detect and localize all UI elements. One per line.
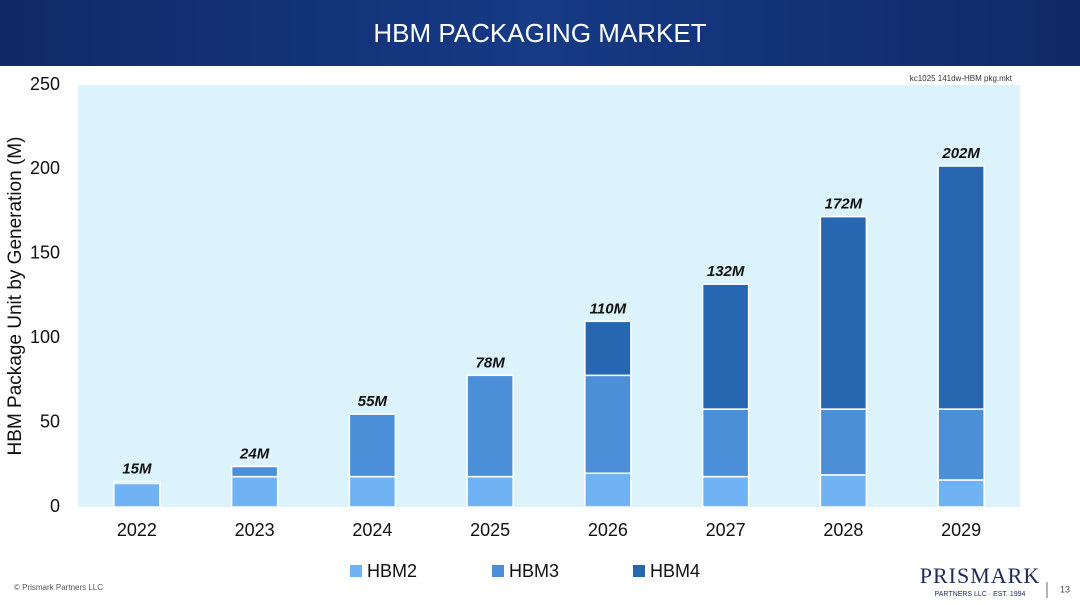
x-tick-label: 2022 — [117, 520, 157, 540]
x-tick-label: 2028 — [823, 520, 863, 540]
total-label: 132M — [707, 263, 745, 280]
y-tick-label: 50 — [40, 411, 60, 431]
bar-segment — [701, 283, 750, 410]
bar-segment — [348, 475, 397, 508]
total-label: 202M — [941, 145, 980, 162]
bar-segment — [819, 215, 868, 410]
y-tick-label: 0 — [50, 496, 60, 516]
bar-segment — [230, 465, 279, 478]
copyright: © Prismark Partners LLC — [14, 583, 103, 592]
chart: 0 50 100 150 200 250 2022 15M 2023 24M 2024 55M 2025… — [30, 74, 985, 581]
x-tick-label: 2029 — [941, 520, 981, 540]
x-tick-label: 2025 — [470, 520, 510, 540]
legend-swatch — [492, 565, 504, 577]
legend-swatch — [350, 565, 362, 577]
bar-segment — [584, 320, 632, 377]
bar-segment — [466, 374, 514, 478]
bar-segment — [113, 480, 161, 485]
total-label: 172M — [825, 196, 863, 213]
total-label: 110M — [590, 300, 627, 317]
slide-title: HBM PACKAGING MARKET — [373, 18, 706, 48]
x-tick-label: 2024 — [352, 520, 392, 540]
logo: PRISMARK — [920, 563, 1040, 588]
legend-label: HBM4 — [650, 561, 700, 581]
bar-segment — [701, 475, 750, 508]
logo-sub: PARTNERS LLC · EST. 1994 — [935, 591, 1026, 598]
bar-segment — [466, 475, 514, 508]
y-axis-title: HBM Package Unit by Generation (M) — [5, 137, 26, 456]
x-tick-label: 2026 — [588, 520, 628, 540]
total-label: 15M — [122, 461, 152, 478]
bar-segment — [584, 472, 632, 508]
plot-area — [78, 85, 1020, 507]
total-label: 78M — [476, 354, 506, 371]
bar-segment — [113, 482, 161, 508]
page-number: 13 — [1060, 584, 1070, 594]
source-note: kc1025 141dw-HBM pkg.mkt — [910, 74, 1013, 83]
header-band — [0, 0, 1080, 66]
y-tick-label: 100 — [30, 327, 60, 347]
total-label: 24M — [239, 445, 270, 462]
bar-segment — [819, 474, 868, 508]
bar-segment — [701, 408, 750, 478]
x-tick-label: 2023 — [235, 520, 275, 540]
bar-segment — [819, 408, 868, 476]
bar-segment — [348, 413, 397, 478]
bar-segment — [230, 475, 279, 508]
bar-segment — [937, 165, 985, 410]
bar-segment — [937, 479, 985, 508]
y-tick-label: 150 — [30, 243, 60, 263]
x-tick-label: 2027 — [706, 520, 746, 540]
y-tick-label: 250 — [30, 74, 60, 94]
bar-segment — [937, 408, 985, 481]
total-label: 55M — [358, 393, 388, 410]
legend-label: HBM2 — [367, 561, 417, 581]
bar-segment — [584, 374, 632, 474]
legend-swatch — [633, 565, 645, 577]
legend-label: HBM3 — [509, 561, 559, 581]
y-tick-label: 200 — [30, 158, 60, 178]
